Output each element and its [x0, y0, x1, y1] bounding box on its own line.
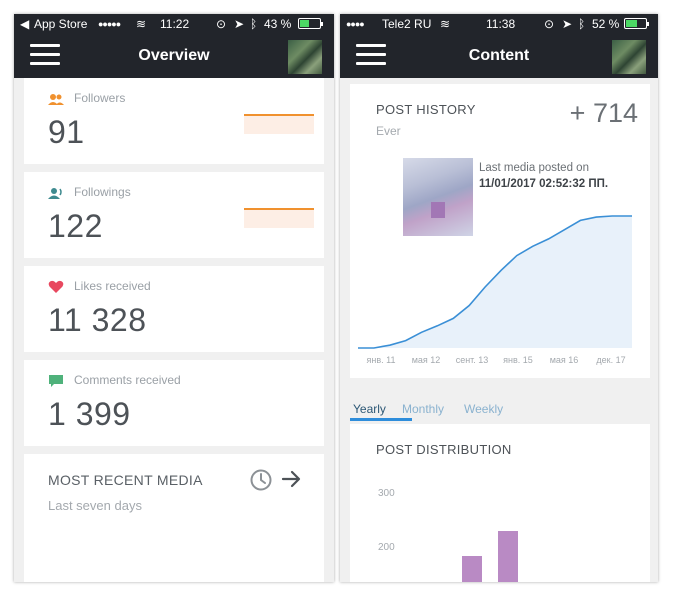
wifi-icon: ≋ — [440, 17, 451, 31]
post-history-period: Ever — [376, 124, 401, 138]
x-tick-label: мая 12 — [412, 355, 441, 365]
y-tick-label: 300 — [378, 488, 395, 499]
page-title: Overview — [138, 47, 210, 64]
active-tab-indicator — [350, 418, 412, 421]
signal-icon: ●●●● — [346, 19, 365, 29]
location-icon: ➤ — [562, 17, 573, 31]
menu-button[interactable] — [30, 44, 60, 66]
x-tick-label: мая 16 — [550, 355, 579, 365]
post-distribution-card: POST DISTRIBUTION 300 200 — [350, 424, 650, 582]
x-tick-label: янв. 11 — [367, 355, 396, 365]
lock-rotation-icon: ⊙ — [216, 17, 227, 31]
back-to-app-icon[interactable]: ◀ — [20, 17, 30, 31]
followings-value: 122 — [48, 208, 103, 244]
x-tick-label: сент. 13 — [456, 355, 489, 365]
status-time: 11:38 — [486, 17, 516, 31]
status-carrier: App Store — [34, 17, 88, 31]
tab-yearly[interactable]: Yearly — [353, 402, 386, 416]
clock-icon[interactable] — [250, 469, 272, 491]
recent-media-title: MOST RECENT MEDIA — [48, 472, 203, 488]
followings-card[interactable]: Followings 122 — [24, 172, 324, 258]
menu-button[interactable] — [356, 44, 386, 66]
likes-card[interactable]: Likes received 11 328 — [24, 266, 324, 352]
status-time: 11:22 — [160, 17, 190, 31]
recent-media-card: MOST RECENT MEDIA Last seven days — [24, 454, 324, 582]
comment-icon — [49, 375, 63, 387]
followers-label: Followers — [74, 91, 126, 105]
status-bar: ●●●● Tele2 RU ≋ 11:38 ⊙ ➤ ᛒ 52 % — [340, 14, 658, 34]
wifi-icon: ≋ — [136, 17, 147, 31]
avatar[interactable] — [612, 40, 646, 74]
period-tabs: Yearly Monthly Weekly — [340, 392, 658, 421]
overview-screen: ◀ App Store ●●●●● ≋ 11:22 ⊙ ➤ ᛒ 43 % Ove… — [14, 14, 334, 582]
comments-card[interactable]: Comments received 1 399 — [24, 360, 324, 446]
recent-media-subtitle: Last seven days — [48, 498, 142, 513]
distribution-bar[interactable] — [498, 530, 518, 582]
post-history-title: POST HISTORY — [376, 102, 476, 117]
heart-icon — [48, 280, 64, 293]
followings-sparkline — [244, 208, 314, 228]
likes-label: Likes received — [74, 279, 151, 293]
last-media-thumbnail[interactable] — [403, 158, 473, 236]
battery-fill — [300, 20, 310, 27]
x-tick-label: дек. 17 — [596, 355, 625, 365]
bluetooth-icon: ᛒ — [578, 17, 586, 31]
post-history-count: + 714 — [569, 98, 638, 128]
followers-value: 91 — [48, 114, 85, 150]
tab-weekly[interactable]: Weekly — [464, 402, 504, 416]
content-screen: ●●●● Tele2 RU ≋ 11:38 ⊙ ➤ ᛒ 52 % Content… — [340, 14, 658, 582]
avatar[interactable] — [288, 40, 322, 74]
post-distribution-title: POST DISTRIBUTION — [376, 442, 512, 457]
followers-icon — [48, 94, 64, 105]
followers-sparkline — [244, 114, 314, 134]
arrow-right-icon[interactable] — [280, 468, 302, 490]
x-tick-label: янв. 15 — [503, 355, 533, 365]
status-carrier: Tele2 RU — [382, 17, 432, 31]
post-history-card: POST HISTORY Ever + 714 Last media poste… — [350, 84, 650, 378]
lock-rotation-icon: ⊙ — [544, 17, 555, 31]
distribution-bar[interactable] — [462, 556, 482, 582]
likes-value: 11 328 — [48, 302, 147, 338]
history-line — [358, 215, 632, 349]
bluetooth-icon: ᛒ — [250, 17, 258, 31]
navigation-bar: ●●●● Tele2 RU ≋ 11:38 ⊙ ➤ ᛒ 52 % Content — [340, 14, 658, 78]
battery-percent: 52 % — [592, 17, 620, 31]
navigation-bar: ◀ App Store ●●●●● ≋ 11:22 ⊙ ➤ ᛒ 43 % Ove… — [14, 14, 334, 78]
tab-monthly[interactable]: Monthly — [402, 402, 445, 416]
signal-icon: ●●●●● — [98, 19, 121, 29]
battery-percent: 43 % — [264, 17, 292, 31]
status-bar: ◀ App Store ●●●●● ≋ 11:22 ⊙ ➤ ᛒ 43 % — [14, 14, 334, 34]
battery-icon — [624, 18, 649, 29]
y-tick-label: 200 — [378, 542, 395, 553]
last-media-caption: Last media posted on — [479, 162, 589, 174]
comments-label: Comments received — [74, 373, 181, 387]
page-title: Content — [468, 47, 530, 64]
history-area — [358, 216, 632, 348]
comments-value: 1 399 — [48, 396, 131, 432]
followings-icon — [48, 188, 62, 199]
battery-icon — [298, 18, 323, 29]
post-history-chart: янв. 11 мая 12 сент. 13 янв. 15 мая 16 дек. 1… — [358, 215, 632, 365]
followers-card[interactable]: Followers 91 — [24, 78, 324, 164]
battery-fill — [626, 20, 637, 27]
last-media-date: 11/01/2017 02:52:32 ПП. — [479, 178, 609, 190]
followings-label: Followings — [74, 185, 131, 199]
location-icon: ➤ — [234, 17, 245, 31]
